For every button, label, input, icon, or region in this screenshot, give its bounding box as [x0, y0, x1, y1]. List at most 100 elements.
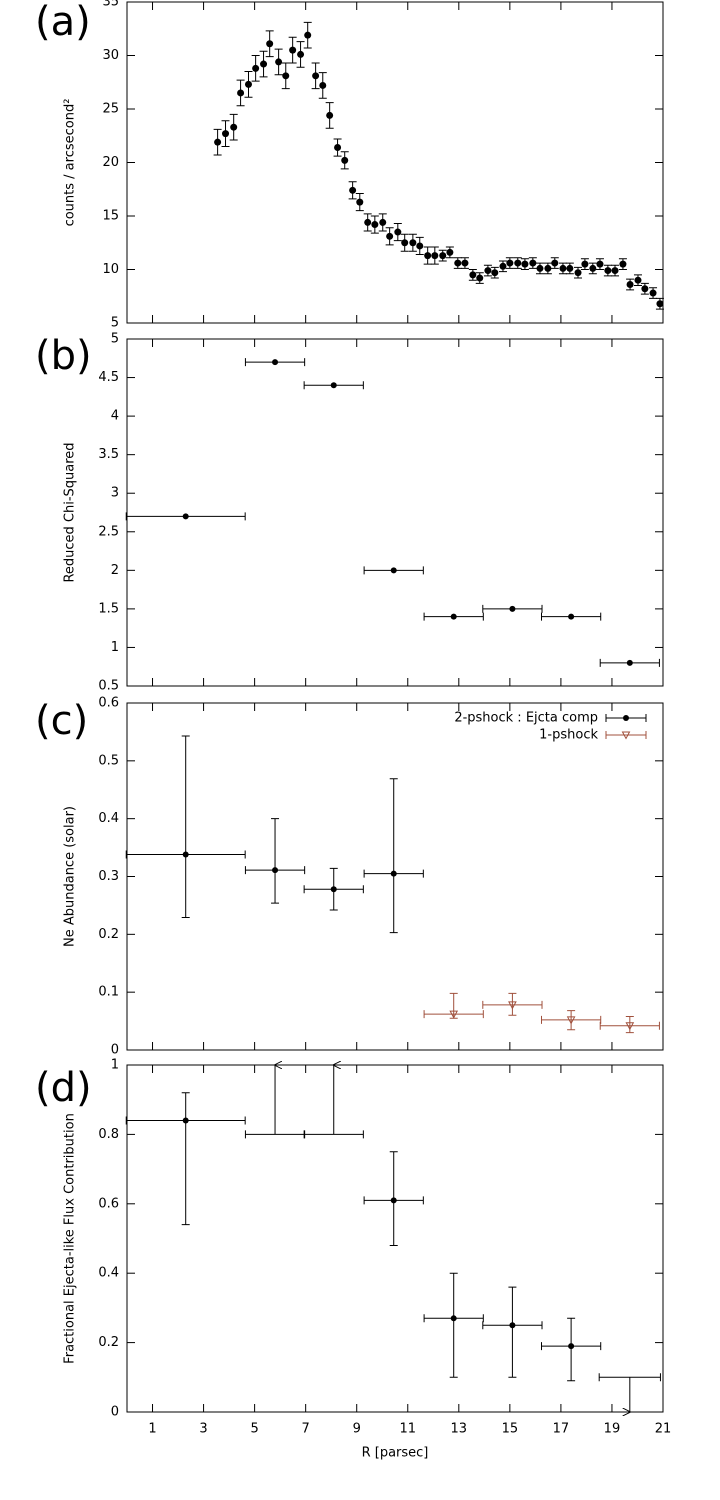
data-point — [484, 267, 492, 275]
data-point — [431, 252, 439, 260]
y-tick-label: 3 — [111, 486, 119, 501]
y-tick-label: 0.2 — [98, 927, 119, 942]
y-tick-label: 10 — [102, 262, 119, 277]
x-tick-label: 1 — [148, 1422, 156, 1437]
data-point — [371, 221, 379, 229]
data-point — [551, 259, 559, 267]
y-tick-label: 0.5 — [98, 679, 119, 694]
y-tick-label: 0.2 — [98, 1335, 119, 1350]
panel-label: (a) — [35, 0, 91, 45]
y-tick-label: 0.3 — [98, 869, 119, 884]
data-point — [641, 285, 649, 293]
y-error-bar — [181, 735, 190, 919]
data-point — [244, 80, 252, 88]
x-tick-label: 17 — [553, 1422, 570, 1437]
data-point — [390, 567, 397, 574]
data-point — [626, 659, 633, 666]
y-error-bar — [181, 1092, 190, 1226]
data-point — [252, 64, 260, 72]
y-tick-label: 2.5 — [98, 524, 119, 539]
data-point — [634, 276, 642, 284]
data-point — [439, 252, 447, 260]
y-tick-label: 1 — [111, 640, 119, 655]
data-point — [574, 269, 582, 277]
y-tick-label: 0.6 — [98, 1196, 119, 1211]
y-tick-label: 2 — [111, 563, 119, 578]
y-error-bar — [508, 992, 517, 1016]
legend-marker — [621, 731, 631, 740]
y-tick-label: 5 — [111, 332, 119, 347]
data-point — [356, 198, 364, 206]
data-point — [379, 218, 387, 226]
y-axis-label: Fractional Ejecta-like Flux Contribution — [63, 1113, 78, 1364]
legend-swatch — [605, 731, 647, 739]
data-point — [529, 259, 537, 267]
x-tick-label: 15 — [502, 1422, 519, 1437]
data-point — [334, 144, 342, 152]
data-point — [581, 260, 589, 268]
data-point — [506, 259, 514, 267]
x-tick-label: 3 — [199, 1422, 207, 1437]
data-point — [611, 267, 619, 275]
y-error-bar — [508, 1286, 517, 1378]
data-point — [275, 58, 283, 66]
data-point — [566, 1016, 576, 1025]
y-error-bar — [567, 1010, 576, 1031]
data-point — [568, 613, 575, 620]
data-point — [390, 870, 397, 877]
data-point — [454, 259, 462, 267]
x-tick-label: 19 — [604, 1422, 621, 1437]
plot-frame — [126, 702, 664, 1051]
data-point — [297, 50, 305, 58]
data-point — [341, 156, 349, 164]
panel-label: (c) — [35, 698, 88, 744]
data-point — [386, 232, 394, 240]
plot-frame — [126, 338, 664, 687]
data-point — [469, 271, 477, 279]
data-point — [604, 267, 612, 275]
panel-label: (d) — [35, 1065, 92, 1111]
x-tick-label: 11 — [399, 1422, 416, 1437]
y-error-bar — [449, 1272, 458, 1378]
data-point — [304, 31, 312, 39]
y-tick-label: 4 — [111, 409, 119, 424]
data-point — [364, 218, 372, 226]
data-point — [230, 123, 238, 131]
data-point — [237, 89, 245, 97]
x-tick-label: 7 — [302, 1422, 310, 1437]
y-tick-label: 35 — [102, 0, 119, 10]
y-tick-label: 25 — [102, 102, 119, 117]
data-point — [182, 1117, 189, 1124]
y-tick-label: 0.4 — [98, 811, 119, 826]
data-point — [536, 264, 544, 272]
data-point — [450, 1315, 457, 1322]
data-point — [394, 228, 402, 236]
data-point — [559, 264, 567, 272]
data-point — [626, 280, 634, 288]
y-axis-label: counts / arcsecond² — [63, 99, 78, 227]
y-tick-label: 0 — [111, 1043, 119, 1058]
data-point — [390, 1197, 397, 1204]
data-point — [182, 513, 189, 520]
data-point — [330, 382, 337, 389]
y-tick-label: 4.5 — [98, 370, 119, 385]
data-point — [509, 605, 516, 612]
data-point — [619, 260, 627, 268]
data-point — [319, 81, 327, 89]
data-point — [491, 269, 499, 277]
data-point — [656, 300, 664, 308]
legend-label: 1-pshock — [539, 728, 598, 743]
data-point — [182, 851, 189, 858]
y-tick-label: 0 — [111, 1405, 119, 1420]
legend-marker — [623, 715, 629, 721]
data-point — [499, 262, 507, 270]
data-point — [508, 1001, 517, 1010]
data-point — [449, 1010, 459, 1019]
data-point — [424, 252, 432, 260]
data-point — [566, 264, 574, 272]
y-error-bar — [567, 1317, 576, 1382]
y-tick-label: 30 — [102, 48, 119, 63]
data-point — [282, 72, 290, 80]
data-point — [461, 259, 469, 267]
